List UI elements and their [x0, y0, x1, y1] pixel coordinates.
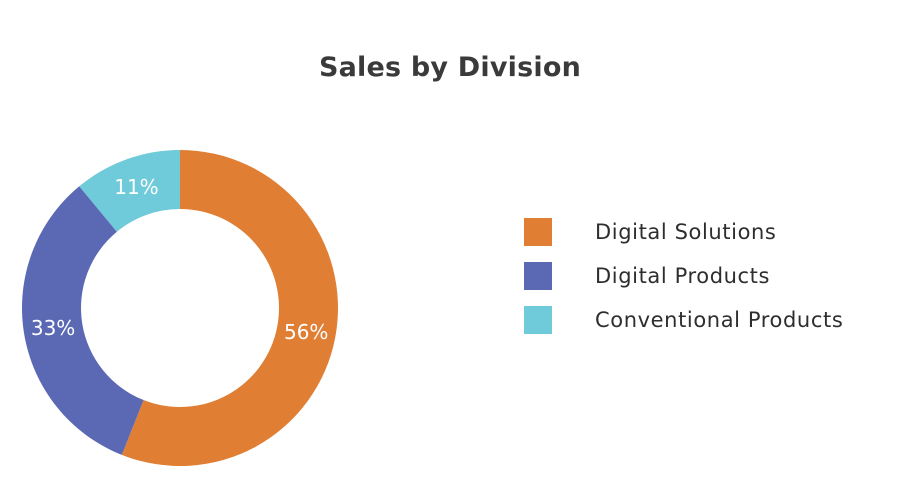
legend-swatch-conventional-products [524, 306, 552, 334]
legend-swatch-digital-products [524, 262, 552, 290]
slice-label-digital-products: 33% [31, 316, 75, 340]
donut-slices [21, 150, 338, 466]
legend-label-conventional-products: Conventional Products [595, 308, 844, 332]
slice-label-digital-solutions: 56% [284, 320, 328, 344]
slice-labels: 56% 33% 11% [31, 175, 329, 344]
legend-swatch-digital-solutions [524, 218, 552, 246]
legend-label-digital-solutions: Digital Solutions [595, 220, 777, 244]
slice-label-conventional-products: 11% [114, 175, 158, 199]
chart-title: Sales by Division [318, 52, 582, 83]
chart-legend: Digital Solutions Digital Products Conve… [524, 210, 843, 342]
legend-label-digital-products: Digital Products [595, 264, 771, 288]
slice-digital-solutions [121, 150, 338, 466]
slice-digital-products [21, 186, 144, 455]
legend-item-digital-products: Digital Products [524, 254, 843, 298]
legend-item-conventional-products: Conventional Products [524, 298, 843, 342]
slice-conventional-products [79, 150, 180, 232]
legend-item-digital-solutions: Digital Solutions [524, 210, 843, 254]
